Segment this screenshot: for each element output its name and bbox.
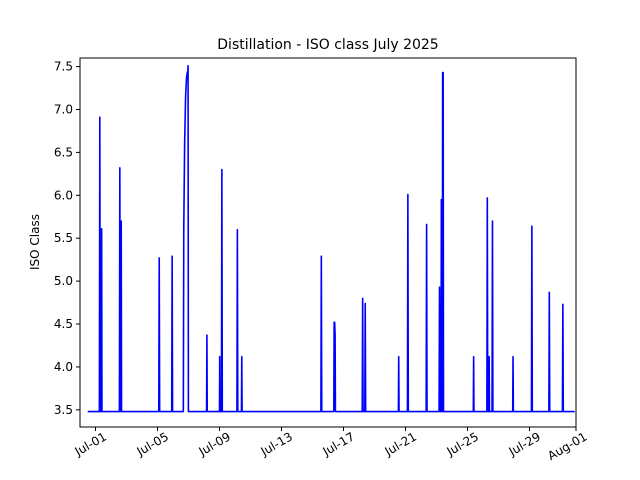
chart-title: Distillation - ISO class July 2025: [217, 37, 438, 53]
y-axis-label: ISO Class: [28, 214, 42, 270]
y-tick-label: 7.5: [54, 60, 73, 74]
x-tick-label: Jul-09: [196, 429, 233, 459]
x-tick-label: Jul-13: [258, 429, 295, 459]
x-tick-label: Jul-05: [134, 429, 171, 459]
y-tick-label: 5.5: [54, 231, 73, 245]
y-tick-label: 6.5: [54, 145, 73, 159]
y-axis: 3.5 4.0 4.5 5.0 5.5 6.0 6.5 7.0 7.5: [54, 60, 80, 417]
y-tick-label: 4.5: [54, 317, 73, 331]
x-tick-label: Jul-17: [320, 429, 357, 459]
x-tick-label: Aug-01: [545, 429, 589, 463]
y-tick-label: 3.5: [54, 403, 73, 417]
x-axis: Jul-01 Jul-05 Jul-09 Jul-13 Jul-17 Jul-21 Jul-…: [72, 427, 590, 463]
x-tick-label: Jul-29: [506, 429, 543, 459]
x-tick-label: Jul-21: [382, 429, 419, 459]
y-tick-label: 7.0: [54, 102, 73, 116]
series-line-0: [87, 64, 575, 413]
y-tick-label: 4.0: [54, 360, 73, 374]
plot-background: [80, 58, 576, 427]
y-tick-label: 5.0: [54, 274, 73, 288]
y-tick-label: 6.0: [54, 188, 73, 202]
x-tick-label: Jul-25: [444, 429, 481, 459]
x-tick-label: Jul-01: [72, 429, 109, 459]
plot-lines: [87, 64, 575, 413]
plot-frame: [79, 57, 577, 428]
